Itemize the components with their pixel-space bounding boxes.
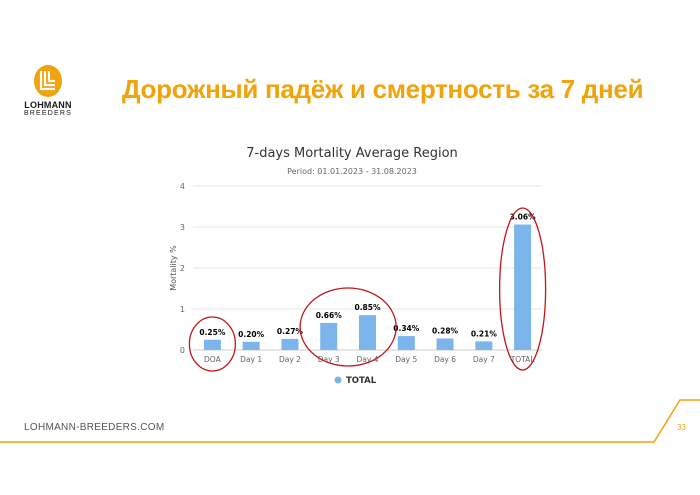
bar-day-5[interactable] <box>397 336 415 350</box>
data-label: 0.34% <box>393 324 420 333</box>
chart-title: 7-days Mortality Average Region <box>246 146 458 161</box>
lohmann-logo-icon <box>34 65 62 97</box>
legend-label: TOTAL <box>346 376 377 386</box>
data-label: 0.25% <box>199 328 226 337</box>
logo-name-sub: BREEDERS <box>23 110 73 117</box>
x-tick-label: Day 3 <box>318 355 340 364</box>
data-label: 0.20% <box>238 330 265 339</box>
slide-title: Дорожный падёж и смертность за 7 дней <box>122 74 644 104</box>
chart-subtitle: Period: 01.01.2023 - 31.08.2023 <box>287 167 417 176</box>
x-tick-label: Day 7 <box>473 355 495 364</box>
lohmann-logo: LOHMANN BREEDERS <box>18 64 78 117</box>
x-tick-label: TOTAL <box>510 355 536 364</box>
highlight-ellipse-total <box>498 207 547 371</box>
x-tick-label: Day 4 <box>357 355 379 364</box>
data-label: 0.85% <box>354 303 381 312</box>
y-tick-label: 0 <box>180 346 185 355</box>
page-number: 33 <box>677 423 686 432</box>
bar-day-4[interactable] <box>359 315 376 350</box>
bar-day-3[interactable] <box>320 322 338 350</box>
x-tick-label: Day 2 <box>279 355 301 364</box>
y-tick-label: 4 <box>180 182 185 191</box>
highlight-ellipse-day3-day4 <box>299 287 397 367</box>
bar-total[interactable] <box>514 224 532 350</box>
data-label: 0.66% <box>316 311 343 320</box>
bar-day-2[interactable] <box>281 338 299 350</box>
y-tick-label: 3 <box>180 223 185 232</box>
x-tick-label: Day 1 <box>240 355 262 364</box>
chart-legend[interactable]: TOTAL <box>334 376 377 386</box>
footer-url[interactable]: LOHMANN-BREEDERS.COM <box>24 422 165 433</box>
x-tick-label: Day 5 <box>395 355 417 364</box>
bar-day-7[interactable] <box>475 341 493 350</box>
y-tick-label: 1 <box>180 305 185 314</box>
bar-day-1[interactable] <box>242 341 260 350</box>
data-label: 0.21% <box>471 329 498 338</box>
bar-doa[interactable] <box>203 339 221 350</box>
logo-name-main: LOHMANN <box>24 100 72 110</box>
data-label: 0.27% <box>277 327 304 336</box>
highlight-ellipse-doa <box>188 316 237 372</box>
data-label: 0.28% <box>432 327 459 336</box>
legend-marker <box>334 376 342 384</box>
x-tick-label: DOA <box>204 355 222 364</box>
y-tick-label: 2 <box>180 264 185 273</box>
bar-day-6[interactable] <box>436 338 454 350</box>
y-axis-label: Mortality % <box>169 245 178 291</box>
data-label: 3.06% <box>510 213 537 222</box>
x-tick-label: Day 6 <box>434 355 456 364</box>
